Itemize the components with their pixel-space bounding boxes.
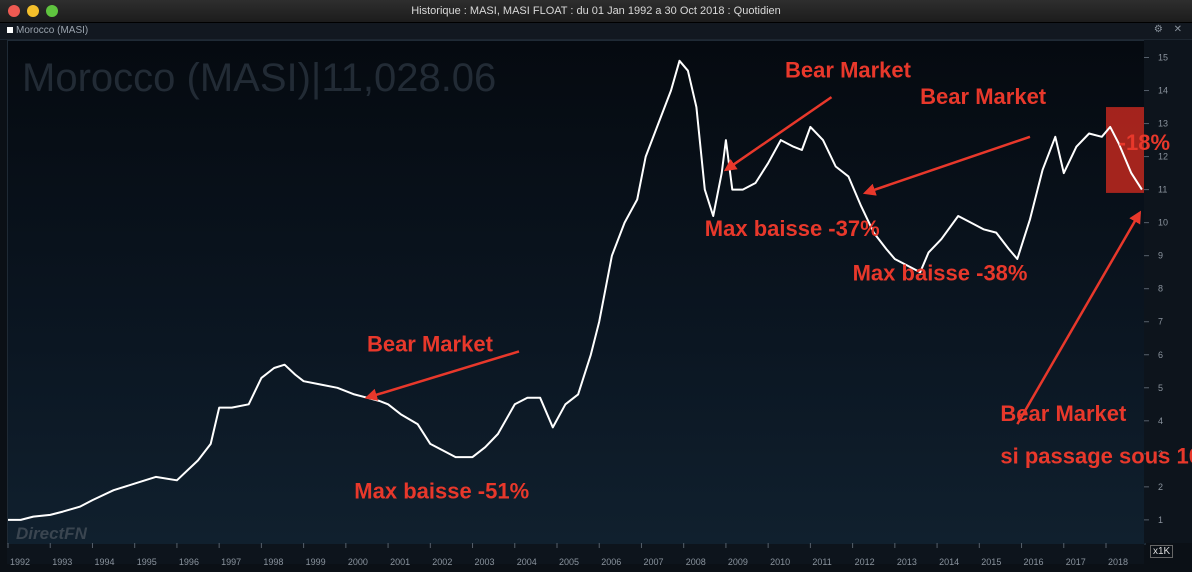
- y-tick-label: 8: [1158, 284, 1163, 294]
- y-tick-label: 13: [1158, 119, 1168, 129]
- x-axis-panel: [7, 544, 1144, 564]
- y-tick-label: 7: [1158, 317, 1163, 327]
- x-tick-label: 2006: [601, 557, 621, 567]
- chart-toolbar: Morocco (MASI) ⚙ ✕: [0, 23, 1192, 40]
- directfn-logo: DirectFN: [16, 524, 87, 543]
- x-tick-label: 2005: [559, 557, 579, 567]
- annotation-label: -18%: [1119, 130, 1170, 155]
- window-close-button[interactable]: [8, 5, 20, 17]
- y-scale-label[interactable]: x1K: [1150, 545, 1174, 558]
- x-tick-label: 1998: [263, 557, 283, 567]
- x-tick-label: 2007: [643, 557, 663, 567]
- x-tick-label: 2012: [855, 557, 875, 567]
- annotation-arrow: [862, 135, 1031, 196]
- x-tick-label: 1994: [94, 557, 114, 567]
- x-tick-label: 2013: [897, 557, 917, 567]
- x-tick-label: 2009: [728, 557, 748, 567]
- series-legend[interactable]: Morocco (MASI): [7, 25, 88, 36]
- x-tick-label: 2003: [475, 557, 495, 567]
- x-tick-label: 2002: [432, 557, 452, 567]
- annotation-label: Max baisse -38%: [853, 260, 1028, 285]
- annotation-arrow: [723, 96, 833, 172]
- annotation-label: Bear Market: [785, 57, 912, 82]
- window-titlebar: Historique : MASI, MASI FLOAT : du 01 Ja…: [0, 0, 1192, 23]
- x-tick-label: 2004: [517, 557, 537, 567]
- y-tick-label: 14: [1158, 86, 1168, 96]
- window-minimize-button[interactable]: [27, 5, 39, 17]
- x-tick-label: 1997: [221, 557, 241, 567]
- x-tick-label: 2014: [939, 557, 959, 567]
- annotation-label: Bear Market: [920, 84, 1047, 109]
- x-tick-label: 1992: [10, 557, 30, 567]
- highlight-region: [1105, 107, 1144, 193]
- series-legend-label: Morocco (MASI): [16, 25, 89, 36]
- series-line: [8, 59, 1143, 521]
- x-tick-label: 2015: [981, 557, 1001, 567]
- x-tick-label: 2011: [812, 557, 831, 567]
- y-tick-label: 4: [1158, 416, 1163, 426]
- annotation-label: Max baisse -51%: [354, 478, 529, 503]
- x-tick-label: 2008: [686, 557, 706, 567]
- window-title: Historique : MASI, MASI FLOAT : du 01 Ja…: [411, 5, 781, 17]
- annotation-label: Bear Market: [367, 331, 494, 356]
- annotation-label: Max baisse -37%: [705, 216, 880, 241]
- y-tick-label: 10: [1158, 218, 1168, 228]
- y-tick-label: 15: [1158, 53, 1168, 63]
- y-tick-label: 12: [1158, 152, 1168, 162]
- window-maximize-button[interactable]: [46, 5, 58, 17]
- x-tick-label: 2001: [390, 557, 410, 567]
- chart-watermark: Morocco (MASI)|11,028.06: [22, 56, 497, 100]
- x-tick-label: 1993: [52, 557, 72, 567]
- y-tick-label: 11: [1158, 185, 1167, 195]
- y-tick-label: 2: [1158, 482, 1163, 492]
- series-color-swatch: [7, 27, 13, 33]
- annotation-arrow: [364, 350, 520, 401]
- x-tick-label: 2017: [1066, 557, 1086, 567]
- x-tick-label: 1995: [137, 557, 157, 567]
- y-tick-label: 5: [1158, 383, 1163, 393]
- y-tick-label: 1: [1158, 515, 1163, 525]
- y-tick-label: 9: [1158, 251, 1163, 261]
- x-tick-label: 1999: [306, 557, 326, 567]
- y-tick-label: 6: [1158, 350, 1163, 360]
- x-tick-label: 2018: [1108, 557, 1128, 567]
- annotation-arrow: [1016, 210, 1142, 425]
- toolbar-icons[interactable]: ⚙ ✕: [1153, 24, 1186, 35]
- y-tick-label: 3: [1158, 449, 1163, 459]
- x-tick-label: 2000: [348, 557, 368, 567]
- x-tick-label: 2016: [1024, 557, 1044, 567]
- annotation-label: Bear Market: [1000, 401, 1127, 426]
- x-tick-label: 1996: [179, 557, 199, 567]
- y-axis-panel: [1144, 40, 1192, 543]
- x-tick-label: 2010: [770, 557, 790, 567]
- annotation-label: si passage sous 10.700…: [1000, 444, 1192, 469]
